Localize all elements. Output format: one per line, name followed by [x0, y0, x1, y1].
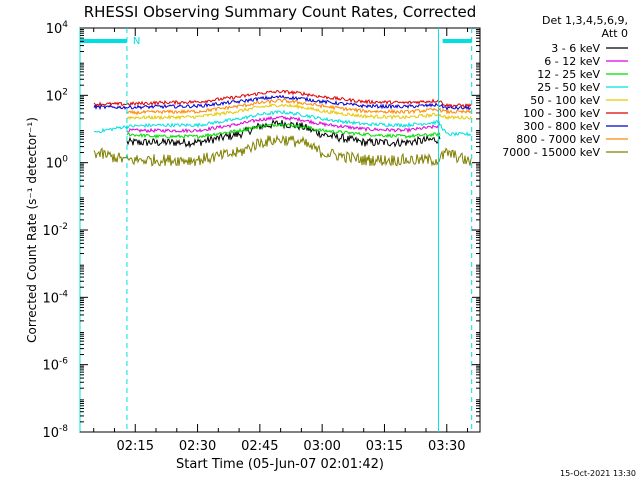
x-tick-label: 02:15: [117, 439, 154, 454]
y-tick-label: 10-2: [42, 222, 68, 239]
x-axis: 02:15 02:30 02:45 03:00 03:15 03:30: [93, 28, 469, 454]
series-line: [126, 115, 441, 134]
y-tick-label: 104: [46, 20, 69, 37]
attenuator-bar: [442, 39, 472, 43]
legend-entry-label: 100 - 300 keV: [523, 107, 600, 120]
y-tick-label: 100: [46, 155, 69, 172]
series-line: [126, 103, 472, 121]
x-tick-label: 03:15: [366, 439, 403, 454]
y-axis-label: Corrected Count Rate (s⁻¹ detector⁻¹): [25, 117, 39, 343]
series-line: [126, 118, 441, 149]
legend-entry-label: 12 - 25 keV: [537, 68, 600, 81]
y-tick-label: 102: [46, 87, 68, 104]
series-line: [93, 89, 472, 109]
y-tick-label: 10-4: [42, 289, 68, 306]
legend-entry-label: 300 - 800 keV: [523, 120, 600, 133]
x-tick-label: 02:30: [179, 439, 216, 454]
legend-entry-label: 3 - 6 keV: [551, 42, 600, 55]
legend-entry-label: 50 - 100 keV: [530, 94, 600, 107]
series-line: [126, 122, 441, 140]
footer-timestamp: 15-Oct-2021 13:30: [560, 469, 636, 478]
x-axis-label: Start Time (05-Jun-07 02:01:42): [176, 457, 384, 472]
legend-entry-label: 6 - 12 keV: [544, 55, 600, 68]
series-line: [93, 134, 472, 167]
annotation-label: N: [133, 36, 140, 47]
plot-frame: [79, 27, 481, 433]
series-line: [126, 98, 472, 116]
y-tick-label: 10-6: [42, 357, 68, 374]
x-tick-label: 03:00: [303, 439, 340, 454]
series-line: [93, 94, 472, 111]
y-axis: 10-8 10-6 10-4 10-2 100 102 104: [42, 20, 480, 441]
legend-entry-label: 800 - 7000 keV: [516, 133, 600, 146]
series-line: [93, 109, 472, 137]
y-tick-label: 10-8: [42, 424, 68, 441]
x-tick-label: 02:45: [241, 439, 278, 454]
chart-title: RHESSI Observing Summary Count Rates, Co…: [84, 3, 477, 21]
attenuator-bar: [80, 39, 127, 43]
legend-entry-label: 7000 - 15000 keV: [502, 146, 600, 159]
legend-header: Det 1,3,4,5,6,9,: [542, 14, 628, 27]
plot-area: N: [79, 27, 481, 433]
legend-entry-label: 25 - 50 keV: [537, 81, 600, 94]
legend-header: Att 0: [602, 27, 628, 40]
x-tick-label: 03:30: [428, 439, 465, 454]
